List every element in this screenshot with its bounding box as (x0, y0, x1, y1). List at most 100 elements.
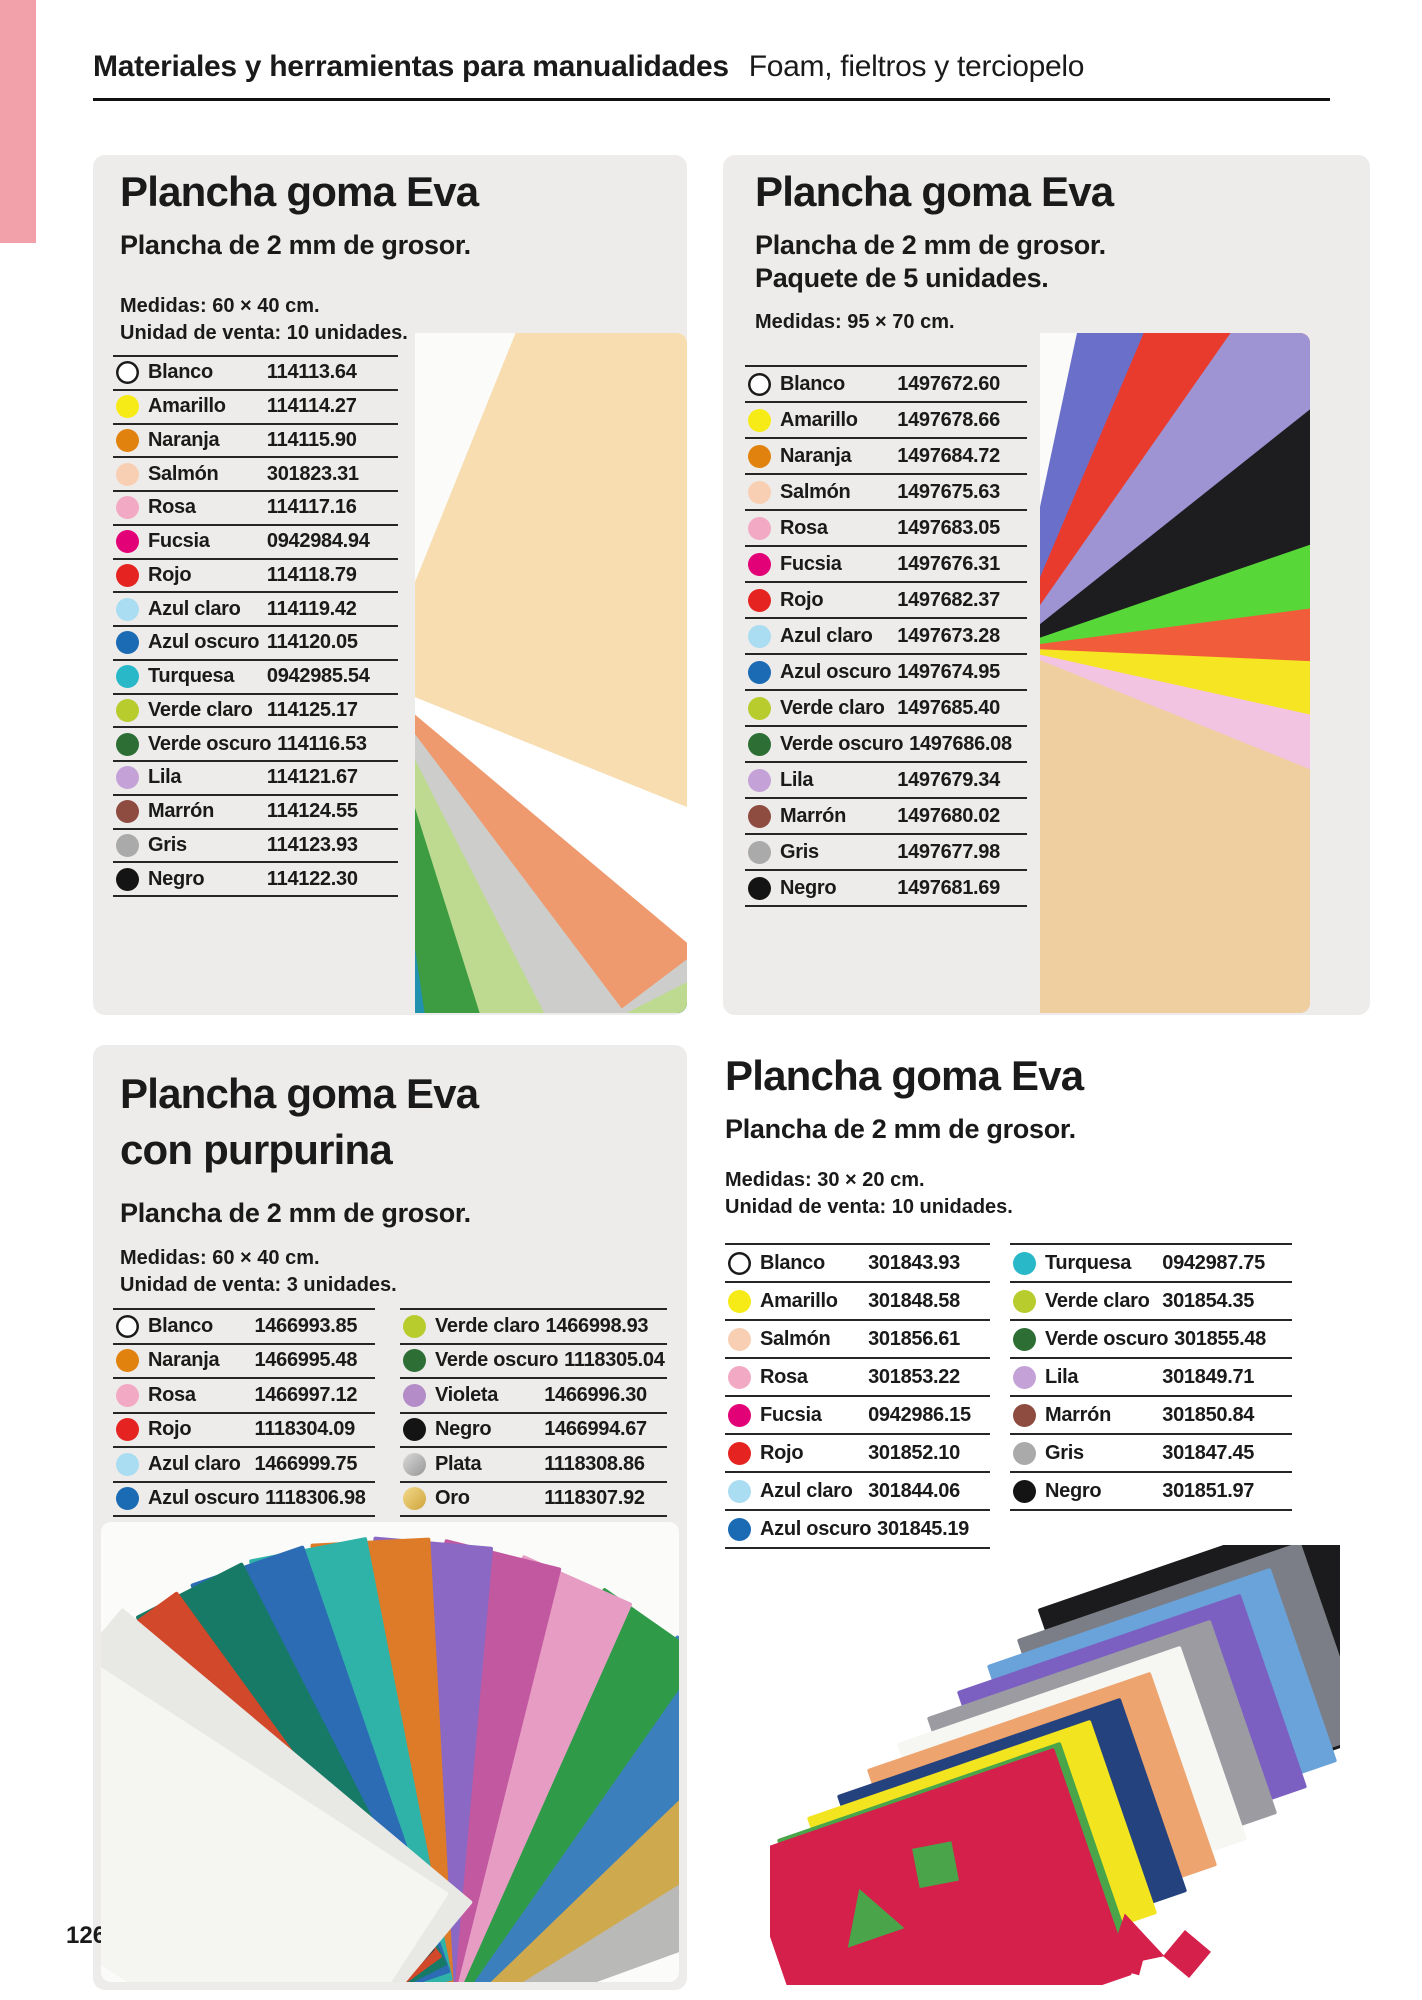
product-code: 1497685.40 (897, 696, 1000, 719)
color-name: Blanco (760, 1251, 825, 1274)
product-code: 1466998.93 (545, 1314, 649, 1337)
color-name: Rojo (148, 563, 192, 586)
color-name: Verde oscuro (1045, 1327, 1169, 1350)
color-swatch (116, 597, 139, 621)
color-row: Verde oscuro 114116.53 (113, 728, 398, 762)
color-name: Verde claro (435, 1314, 540, 1337)
color-swatch (748, 876, 771, 900)
color-swatch (116, 867, 139, 891)
cutout-triangle (831, 1879, 905, 1948)
product-code: 301855.48 (1174, 1327, 1266, 1350)
color-row: Oro 1118307.92 (400, 1483, 667, 1517)
color-name: Gris (1045, 1441, 1084, 1464)
color-row: Azul oscuro 1497674.95 (745, 655, 1027, 691)
product-code: 1497673.28 (897, 624, 1000, 647)
color-name: Plata (435, 1452, 482, 1475)
color-row: Turquesa 0942985.54 (113, 661, 398, 695)
product-code: 301843.93 (868, 1251, 960, 1274)
product-photo-foam-fan (415, 333, 687, 1013)
product-description: Plancha de 2 mm de grosor. (120, 230, 471, 260)
color-swatch (116, 462, 139, 486)
product-code: 114117.16 (266, 496, 357, 519)
color-name: Salmón (148, 462, 219, 485)
color-swatch (116, 496, 139, 520)
color-name: Marrón (148, 800, 214, 823)
color-name: Azul oscuro (760, 1517, 872, 1540)
color-row: Verde oscuro 1118305.04 (400, 1345, 667, 1379)
product-section-goma-eva-30x20: Plancha goma Eva Plancha de 2 mm de gros… (725, 1045, 1340, 1990)
product-code: 1497677.98 (897, 840, 1000, 863)
color-swatch (748, 444, 771, 468)
color-name: Oro (435, 1487, 470, 1510)
color-name: Verde claro (1045, 1289, 1150, 1312)
color-code-table-col2: Turquesa 0942987.75 Verde claro 301854.3… (1010, 1243, 1292, 1511)
product-code: 301854.35 (1162, 1289, 1255, 1312)
color-name: Turquesa (1045, 1251, 1132, 1274)
product-code: 301851.97 (1162, 1479, 1255, 1502)
color-swatch (116, 732, 139, 756)
color-name: Verde oscuro (780, 732, 904, 755)
product-meta: Medidas: 60 × 40 cm. Unidad de venta: 3 … (120, 1245, 397, 1299)
color-swatch (728, 1403, 751, 1427)
color-swatch (116, 631, 139, 655)
color-name: Verde claro (780, 696, 885, 719)
color-swatch (1013, 1289, 1036, 1313)
color-row: Blanco 301843.93 (725, 1245, 990, 1283)
color-name: Lila (148, 766, 182, 789)
product-card-goma-eva-95x70: Plancha goma Eva Plancha de 2 mm de gros… (723, 155, 1370, 1015)
color-row: Amarillo 114114.27 (113, 391, 398, 425)
color-code-table: Blanco 1497672.60 Amarillo 1497678.66 Na… (745, 365, 1027, 907)
color-row: Gris 114123.93 (113, 830, 398, 864)
product-code: 1118304.09 (254, 1418, 355, 1441)
color-row: Fucsia 0942986.15 (725, 1397, 990, 1435)
color-swatch (1013, 1479, 1036, 1503)
color-row: Naranja 1497684.72 (745, 439, 1027, 475)
color-row: Blanco 114113.64 (113, 357, 398, 391)
color-swatch (728, 1289, 751, 1313)
product-code: 1497683.05 (897, 516, 1000, 539)
header-rule (93, 98, 1330, 101)
color-code-table-col2: Verde claro 1466998.93 Verde oscuro 1118… (400, 1308, 667, 1517)
color-row: Verde claro 114125.17 (113, 695, 398, 729)
product-code: 114125.17 (266, 698, 358, 721)
product-code: 1497679.34 (897, 768, 1000, 791)
color-code-table: Blanco 114113.64 Amarillo 114114.27 Nara… (113, 355, 398, 897)
color-name: Lila (780, 768, 814, 791)
product-code: 301852.10 (868, 1441, 960, 1464)
product-card-goma-eva-60x40: Plancha goma Eva Plancha de 2 mm de gros… (93, 155, 687, 1015)
color-swatch (748, 516, 771, 540)
product-size: Medidas: 60 × 40 cm. (120, 1247, 320, 1269)
product-description: Plancha de 2 mm de grosor. (755, 230, 1106, 260)
color-swatch (728, 1441, 751, 1465)
color-row: Salmón 1497675.63 (745, 475, 1027, 511)
color-name: Salmón (780, 480, 851, 503)
color-row: Rosa 301853.22 (725, 1359, 990, 1397)
color-row: Negro 1497681.69 (745, 871, 1027, 907)
color-row: Gris 301847.45 (1010, 1435, 1292, 1473)
section-title: Materiales y herramientas para manualida… (93, 50, 729, 83)
color-swatch (403, 1349, 426, 1373)
page-number: 126 (66, 1922, 107, 1949)
color-swatch (403, 1487, 426, 1511)
color-swatch (116, 1452, 139, 1476)
color-row: Azul oscuro 114120.05 (113, 627, 398, 661)
color-name: Blanco (780, 372, 845, 395)
product-code: 114114.27 (266, 395, 357, 418)
product-code: 0942987.75 (1162, 1251, 1265, 1274)
product-code: 0942985.54 (266, 665, 370, 688)
color-name: Marrón (1045, 1403, 1111, 1426)
product-code: 1118307.92 (544, 1487, 645, 1510)
color-name: Gris (148, 833, 187, 856)
color-row: Lila 1497679.34 (745, 763, 1027, 799)
product-code: 301848.58 (868, 1289, 960, 1312)
product-code: 1466995.48 (254, 1349, 358, 1372)
color-swatch (748, 480, 771, 504)
color-name: Violeta (435, 1383, 499, 1406)
color-row: Rosa 1466997.12 (113, 1379, 375, 1414)
product-title: Plancha goma Eva (120, 1070, 479, 1117)
product-description: Paquete de 5 unidades. (755, 263, 1049, 293)
product-photo-glitter-fan (101, 1522, 679, 1982)
color-name: Naranja (780, 444, 852, 467)
color-row: Verde claro 1466998.93 (400, 1310, 667, 1345)
